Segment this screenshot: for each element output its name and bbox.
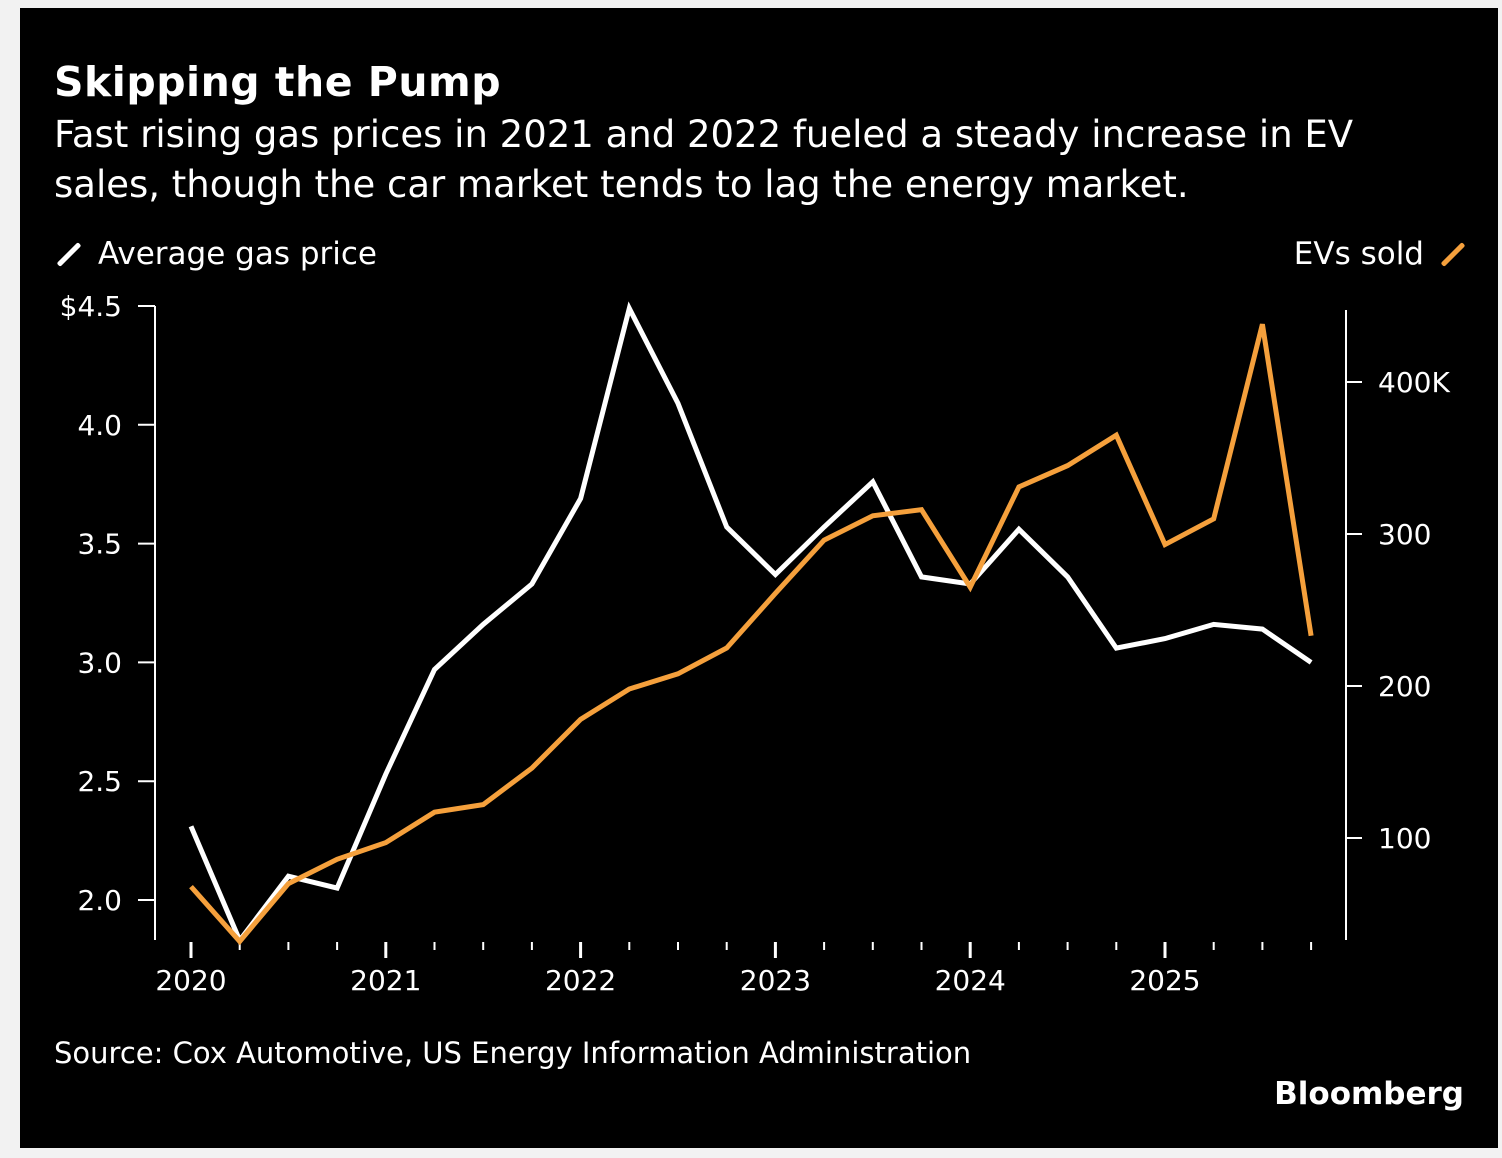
x-axis-tick-label: 2025	[1129, 964, 1200, 997]
x-axis-tick-label: 2021	[350, 964, 421, 997]
legend-evs-sold: EVs sold	[1294, 236, 1468, 272]
left-axis-tick-label: 3.5	[77, 528, 122, 561]
right-axis-tick-label: 200	[1378, 670, 1431, 703]
bloomberg-logo: Bloomberg	[1274, 1076, 1464, 1112]
legend-ev-label: EVs sold	[1293, 236, 1424, 272]
legend-gas-price: Average gas price	[54, 236, 377, 272]
x-axis-tick-label: 2023	[740, 964, 811, 997]
chart-panel	[20, 8, 1498, 1148]
legend-gas-label: Average gas price	[98, 236, 377, 272]
left-axis-tick-label: 4.0	[77, 409, 122, 442]
x-axis-tick-label: 2022	[545, 964, 616, 997]
evs-sold-line	[189, 323, 1314, 946]
right-axis-tick-label: 400K	[1378, 366, 1450, 399]
x-axis-tick-label: 2020	[155, 964, 226, 997]
chart-subtitle: Fast rising gas prices in 2021 and 2022 …	[54, 113, 1354, 206]
left-axis-tick-label: 3.0	[77, 646, 122, 679]
right-axis-tick-label: 300	[1378, 518, 1431, 551]
source-note: Source: Cox Automotive, US Energy Inform…	[54, 1036, 972, 1070]
gas-price-line	[188, 301, 1313, 946]
right-axis-tick-label: 100	[1378, 822, 1431, 855]
left-axis-tick-label: 2.5	[77, 765, 122, 798]
left-axis-tick-label: $4.5	[60, 290, 122, 323]
chart-title: Skipping the Pump	[54, 58, 502, 106]
x-axis-tick-label: 2024	[935, 964, 1006, 997]
left-axis-tick-label: 2.0	[77, 884, 122, 917]
